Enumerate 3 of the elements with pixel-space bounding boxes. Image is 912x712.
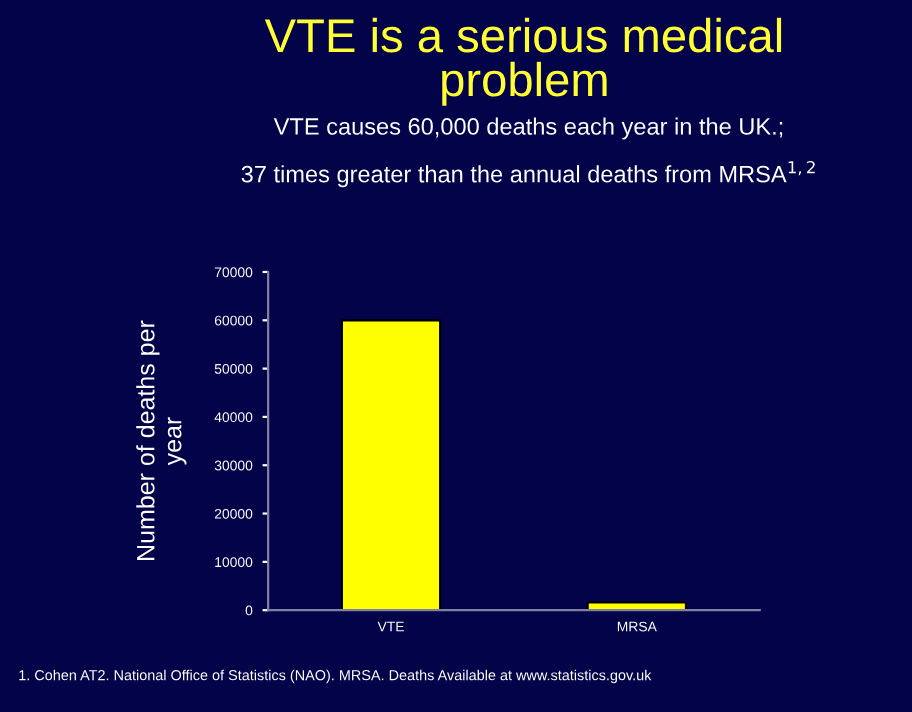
y-axis-title: Number of deaths per year [136, 320, 187, 560]
chart-subtitle: VTE causes 60,000 deaths each year in the UK.; 37 times greater than the annual deaths from MRSA$^{1,2}$ [241, 117, 815, 188]
chart-title: VTE is a serious medical problem [264, 17, 782, 106]
